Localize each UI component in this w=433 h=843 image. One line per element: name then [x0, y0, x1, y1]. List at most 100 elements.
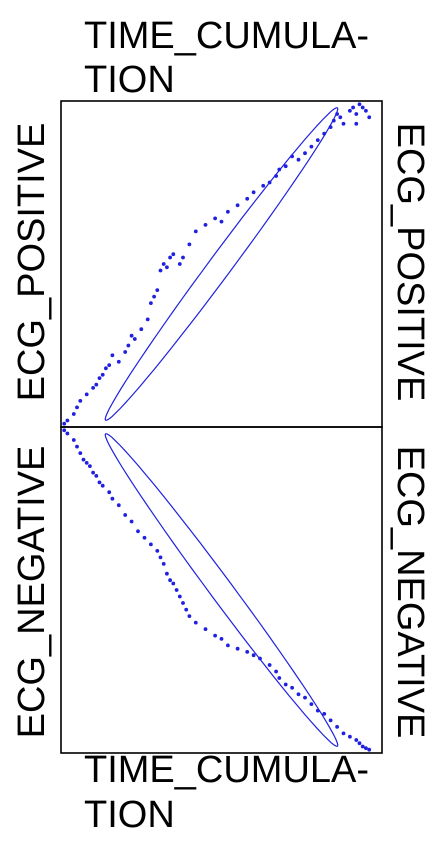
- data-point: [267, 663, 272, 667]
- data-point: [267, 180, 272, 185]
- data-point: [136, 529, 140, 534]
- data-point: [94, 382, 99, 387]
- panel-negative-plot: [62, 428, 372, 752]
- data-point: [126, 343, 131, 348]
- data-point: [213, 633, 218, 638]
- data-point: [347, 734, 352, 739]
- data-point: [225, 643, 230, 648]
- data-point: [155, 549, 160, 553]
- data-point: [283, 682, 288, 687]
- data-point: [354, 112, 359, 116]
- bottom-x-label-line-2: TION: [84, 794, 175, 836]
- data-point: [181, 601, 185, 605]
- data-point: [88, 464, 92, 469]
- data-point: [251, 653, 256, 658]
- data-point: [97, 376, 102, 381]
- data-point: [367, 747, 372, 752]
- data-point: [283, 164, 288, 169]
- data-point: [107, 363, 112, 368]
- data-point: [219, 637, 224, 641]
- right-y-label-negative: ECG_NEGATIVE: [389, 446, 431, 739]
- data-point: [181, 255, 185, 260]
- data-point: [164, 571, 169, 576]
- data-point: [94, 473, 99, 478]
- bottom-x-label-line-1: TIME_CUMULA-: [84, 749, 369, 791]
- data-point: [354, 121, 359, 126]
- data-point: [354, 738, 359, 742]
- data-point: [168, 578, 173, 583]
- data-point: [303, 695, 307, 700]
- confidence-ellipse: [104, 107, 339, 421]
- data-point: [203, 627, 208, 632]
- data-point: [274, 174, 279, 178]
- data-point: [184, 607, 189, 612]
- data-point: [331, 118, 336, 123]
- data-point: [65, 418, 70, 423]
- data-point: [235, 646, 240, 651]
- data-point: [347, 108, 352, 113]
- data-point: [245, 196, 250, 201]
- data-point: [139, 327, 144, 332]
- data-point: [341, 731, 346, 736]
- data-point: [219, 219, 224, 224]
- data-point: [193, 229, 198, 234]
- data-point: [142, 535, 147, 540]
- data-point: [187, 242, 192, 247]
- data-point: [328, 125, 333, 130]
- data-point: [81, 457, 86, 462]
- data-point: [107, 490, 112, 495]
- data-point: [277, 676, 282, 680]
- data-point: [213, 216, 218, 221]
- data-point: [171, 252, 176, 257]
- data-point: [84, 460, 89, 465]
- data-point: [110, 496, 115, 501]
- data-point: [225, 209, 230, 214]
- data-point: [328, 718, 333, 723]
- data-point: [152, 294, 157, 299]
- data-point: [116, 359, 121, 364]
- data-point: [110, 353, 115, 358]
- data-point: [100, 483, 105, 488]
- data-point: [91, 470, 96, 475]
- data-point: [65, 431, 70, 436]
- data-point: [104, 366, 108, 371]
- data-point: [168, 255, 173, 260]
- data-point: [335, 112, 340, 116]
- data-point: [75, 405, 79, 410]
- data-point: [277, 167, 282, 172]
- data-point: [360, 105, 365, 110]
- data-point: [335, 725, 340, 729]
- top-x-label-line-2: TION: [84, 59, 175, 101]
- data-point: [296, 157, 301, 162]
- data-point: [97, 480, 102, 485]
- data-point: [357, 102, 362, 107]
- data-point: [315, 138, 320, 143]
- data-point: [357, 741, 362, 746]
- data-point: [84, 392, 89, 397]
- data-point: [203, 222, 208, 227]
- data-point: [145, 317, 150, 322]
- data-point: [322, 131, 327, 136]
- data-point: [148, 301, 153, 306]
- data-point: [158, 555, 163, 560]
- data-point: [148, 542, 153, 547]
- data-point: [129, 519, 134, 524]
- data-point: [123, 513, 128, 517]
- data-point: [363, 746, 368, 751]
- data-point: [245, 650, 250, 654]
- left-y-label-positive: ECG_POSITIVE: [11, 123, 53, 402]
- data-point: [309, 144, 314, 149]
- data-point: [75, 444, 79, 449]
- data-point: [363, 108, 368, 113]
- data-point: [193, 620, 198, 625]
- data-point: [309, 702, 314, 707]
- data-point: [177, 262, 182, 266]
- data-point: [91, 385, 96, 390]
- data-point: [251, 190, 256, 195]
- data-point: [129, 333, 134, 338]
- data-point: [71, 438, 76, 442]
- data-point: [123, 350, 128, 354]
- left-y-label-negative: ECG_NEGATIVE: [11, 446, 53, 739]
- data-point: [171, 581, 176, 586]
- data-point: [71, 412, 76, 416]
